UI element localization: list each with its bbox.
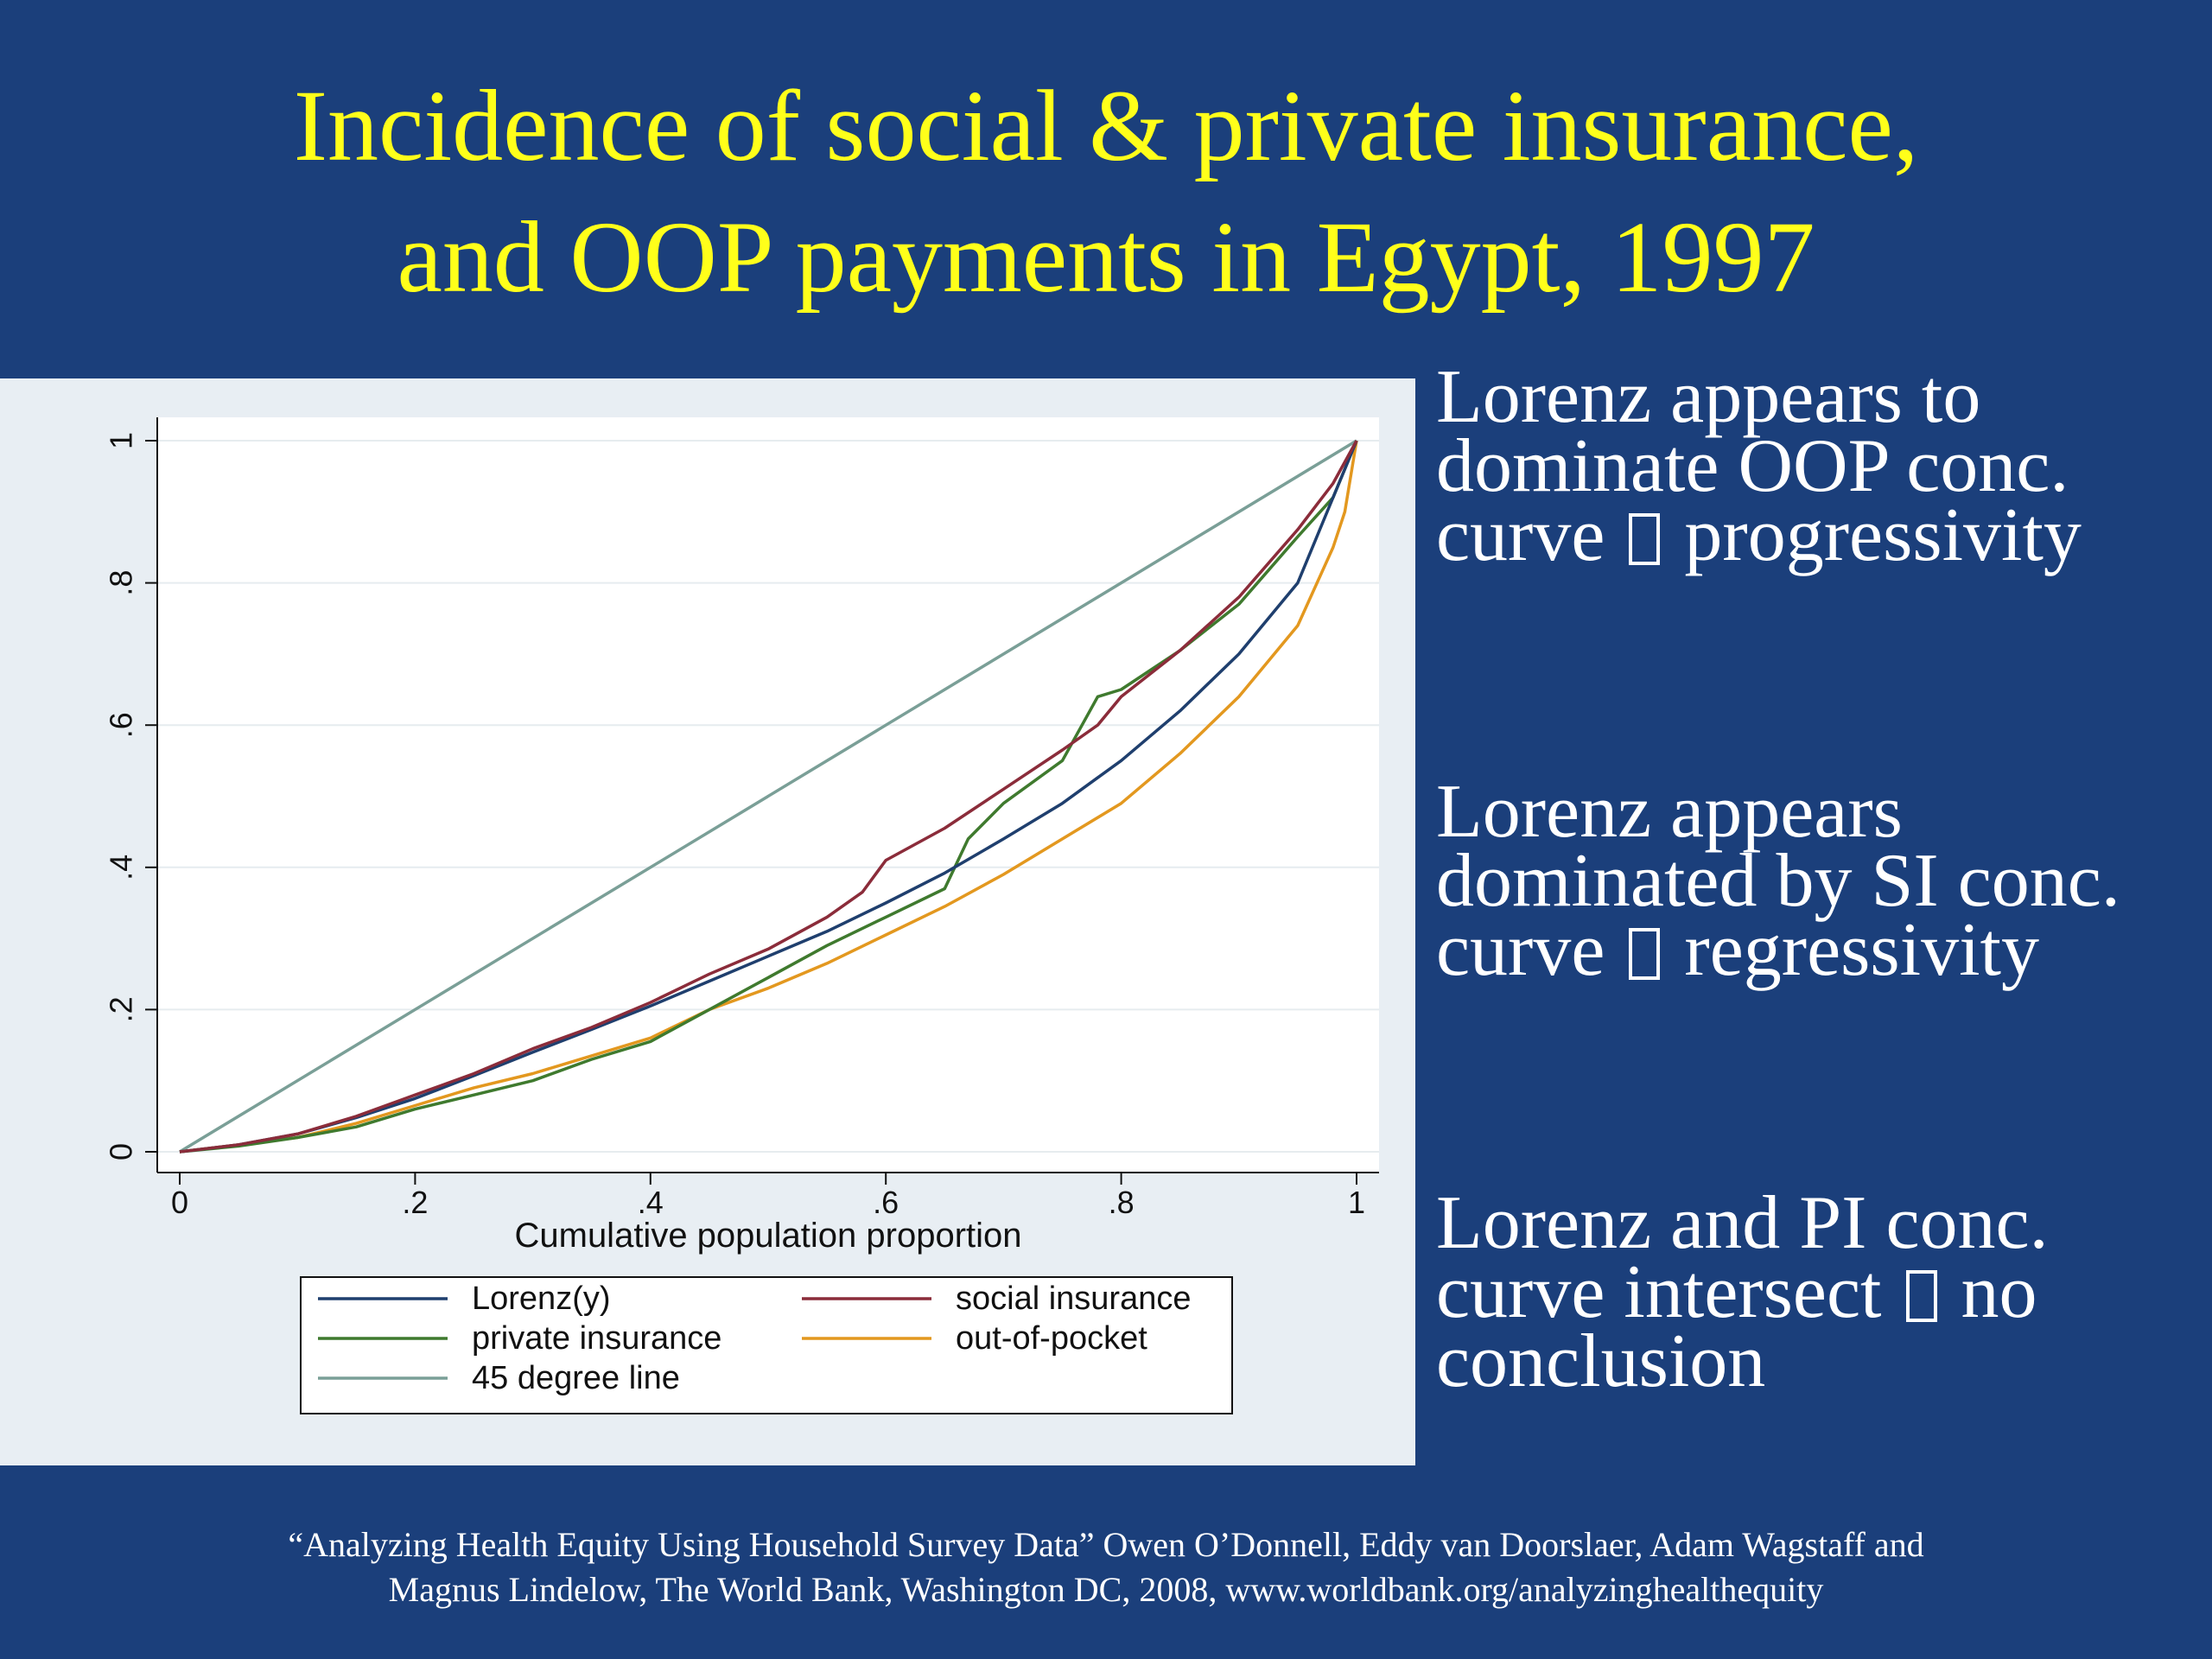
series-line-social-insurance [179,440,1358,1154]
bullet-2-line-3: curve regressivity [1436,912,2212,988]
grid-lines [157,440,1379,1153]
missing-glyph-icon [1905,1270,1937,1322]
series-layer [179,439,1358,1154]
series-line-lorenz-y [179,440,1358,1154]
bullet-text: progressivity [1665,493,2082,577]
x-tick-label: .6 [873,1185,899,1220]
x-axis-ticks: 0 .2 .4 .6 .8 1 [171,1173,1365,1220]
x-tick-label: .4 [638,1185,664,1220]
x-tick-label: .8 [1109,1185,1135,1220]
y-tick-label: .4 [104,855,139,880]
bullet-3-line-1: Lorenz and PI conc. [1436,1181,2049,1265]
y-tick-label: .6 [104,712,139,738]
bullet-text: regressivity [1665,908,2039,992]
bullet-text: curve [1436,493,1624,577]
slide-title-line-2: and OOP payments in Egypt, 1997 [397,200,1815,314]
legend-label-private-insurance: private insurance [472,1320,721,1357]
bullet-text: curve [1436,908,1624,992]
legend-label-social-insurance: social insurance [956,1281,1191,1317]
y-tick-label: .2 [104,996,139,1022]
bullet-1-line-1: Lorenz appears to [1436,355,1981,439]
series-line-45-degree-line [179,439,1357,1154]
y-axis-ticks: 0 .2 .4 .6 .8 1 [104,432,157,1160]
missing-glyph-icon [1629,928,1661,980]
legend-label-lorenz-y: Lorenz(y) [472,1281,611,1317]
x-axis-label: Cumulative population proportion [514,1217,1021,1255]
slide-title: Incidence of social & private insurance,… [0,60,2212,323]
bullet-1-line-3: curve progressivity [1436,498,2212,574]
citation-line-1: “Analyzing Health Equity Using Household… [288,1525,1924,1564]
citation-line-2: Magnus Lindelow, The World Bank, Washing… [388,1570,1824,1609]
bullet-1-line-2: dominate OOP conc. [1436,424,2069,508]
y-tick-label: 0 [104,1143,139,1160]
chart-panel: 0 .2 .4 .6 .8 1 0 .2 .4 .6 .8 1 Cumulative populat… [0,378,1415,1465]
bullet-text: no [1942,1250,2037,1334]
bullet-2: Lorenz appears dominated by SI conc. curve… [1436,770,2212,988]
bullet-1: Lorenz appears to dominate OOP conc. curve… [1436,355,2212,574]
citation: “Analyzing Health Equity Using Household… [0,1522,2212,1612]
missing-glyph-icon [1629,513,1661,565]
bullet-2-line-1: Lorenz appears [1436,770,1903,854]
bullet-3: Lorenz and PI conc. curve intersect no con… [1436,1181,2212,1403]
x-tick-label: 1 [1348,1185,1365,1220]
legend-box [300,1276,1233,1414]
y-tick-label: 1 [104,432,139,449]
concentration-curves-chart: 0 .2 .4 .6 .8 1 0 .2 .4 .6 .8 1 Cumulative populat… [104,417,1379,1414]
bullet-list: Lorenz appears to dominate OOP conc. curve… [1436,355,2212,1403]
x-tick-label: 0 [171,1185,188,1220]
x-tick-label: .2 [402,1185,428,1220]
series-line-out-of-pocket [179,440,1358,1154]
bullet-text: curve intersect [1436,1250,1901,1334]
bullet-3-line-2: curve intersect no [1436,1255,2212,1331]
legend: Lorenz(y) social insurance private insuran… [300,1276,1233,1414]
bullet-2-line-2: dominated by SI conc. [1436,839,2120,923]
bullet-3-line-3: conclusion [1436,1319,1766,1403]
slide-title-line-1: Incidence of social & private insurance, [293,69,1919,182]
legend-label-45-degree-line: 45 degree line [472,1360,680,1396]
legend-label-out-of-pocket: out-of-pocket [956,1320,1147,1357]
y-tick-label: .8 [104,570,139,596]
